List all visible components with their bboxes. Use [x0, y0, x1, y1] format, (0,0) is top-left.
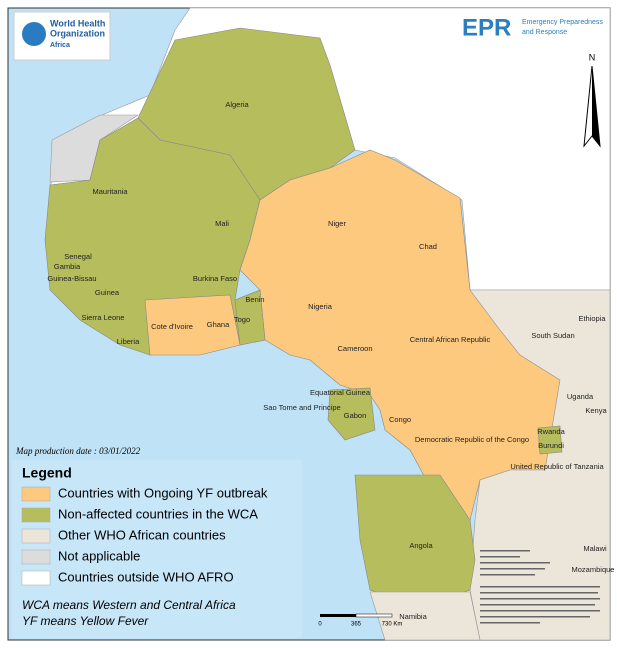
- country-label: Gabon: [344, 411, 367, 420]
- country-label: Gambia: [54, 262, 81, 271]
- country-label: Democratic Republic of the Congo: [415, 435, 529, 444]
- country-label: Equatorial Guinea: [310, 388, 371, 397]
- east-africa: [469, 289, 611, 641]
- country-label: Sao Tome and Principe: [263, 403, 340, 412]
- country-label: Mozambique: [572, 565, 615, 574]
- scale-labels: 0 365 730 Km: [318, 622, 402, 628]
- country-label: Kenya: [585, 406, 607, 415]
- outbreak-area: [239, 149, 561, 521]
- country-label: Malawi: [583, 544, 607, 553]
- country-label: Burkina Faso: [193, 274, 237, 283]
- scale-label: 730 Km: [382, 622, 403, 628]
- epr-text: Emergency Preparedness: [522, 19, 603, 26]
- north-arrow-half: [592, 66, 600, 146]
- country-label: Namibia: [399, 612, 427, 621]
- gabon-eq-guinea: [327, 387, 376, 441]
- note: WCA means Western and Central Africa: [22, 598, 236, 612]
- legend-swatch: [21, 507, 51, 523]
- production-date: Map production date : 03/01/2022: [15, 446, 141, 456]
- org-name: Organization: [50, 28, 105, 38]
- epr-box: [458, 12, 604, 44]
- org-region: Africa: [50, 42, 70, 49]
- legend-label: Other WHO African countries: [58, 527, 226, 542]
- country-label: Ethiopia: [578, 314, 606, 323]
- rwanda-burundi: [537, 425, 563, 455]
- country-label: Congo: [389, 415, 411, 424]
- legend-swatch: [21, 486, 51, 502]
- country-label: Cote d'Ivoire: [151, 322, 193, 331]
- country-labels: Algeria Mauritania Mali Niger Chad SenegalGam…: [47, 100, 614, 621]
- outbreak-coast: [144, 294, 241, 356]
- southern-africa: [369, 591, 481, 641]
- benin-togo: [234, 289, 266, 346]
- legend-title: Legend: [22, 465, 72, 481]
- country-label: Algeria: [225, 100, 249, 109]
- country-label: Angola: [409, 541, 433, 550]
- country-label: Burundi: [538, 441, 564, 450]
- country-label: Niger: [328, 219, 346, 228]
- country-label: Uganda: [567, 392, 594, 401]
- scale-label: 365: [351, 622, 362, 628]
- note: YF means Yellow Fever: [22, 614, 149, 628]
- country-label: Mali: [215, 219, 229, 228]
- country-label: Nigeria: [308, 302, 333, 311]
- country-label: Guinea-Bissau: [47, 274, 96, 283]
- scale-bar: [355, 613, 393, 618]
- legend-swatch: [21, 570, 51, 586]
- country-label: Central African Republic: [410, 335, 491, 344]
- legend-swatch: [21, 549, 51, 565]
- country-label: United Republic of Tanzania: [510, 462, 604, 471]
- country-label: Mauritania: [92, 187, 128, 196]
- legend-box: [12, 460, 302, 638]
- scale-label: 0: [318, 622, 322, 628]
- legend-label: Countries outside WHO AFRO: [58, 569, 234, 584]
- country-label: Guinea: [95, 288, 120, 297]
- who-emblem: [22, 22, 46, 46]
- country-label: Chad: [419, 242, 437, 251]
- epr-acronym: EPR: [462, 14, 511, 41]
- legend-swatch: [21, 528, 51, 544]
- legend-label: Non-affected countries in the WCA: [58, 506, 258, 521]
- country-label: South Sudan: [531, 331, 574, 340]
- disclaimer: [480, 550, 600, 624]
- country-label: Cameroon: [337, 344, 372, 353]
- country-label: Sierra Leone: [82, 313, 125, 322]
- epr-text: and Response: [522, 29, 567, 36]
- country-label: Togo: [234, 315, 250, 324]
- north-label: N: [589, 52, 596, 62]
- land: [44, 7, 611, 641]
- org-name: World Health: [50, 18, 105, 28]
- legend: Countries with Ongoing YF outbreak Non-af…: [21, 485, 268, 586]
- legend-label: Countries with Ongoing YF outbreak: [58, 485, 268, 500]
- country-label: Ghana: [207, 320, 230, 329]
- country-label: Senegal: [64, 252, 92, 261]
- country-label: Liberia: [117, 337, 140, 346]
- legend-label: Not applicable: [58, 548, 140, 563]
- country-label: Benin: [245, 295, 264, 304]
- scale-bar: [320, 614, 356, 617]
- country-label: Rwanda: [537, 427, 565, 436]
